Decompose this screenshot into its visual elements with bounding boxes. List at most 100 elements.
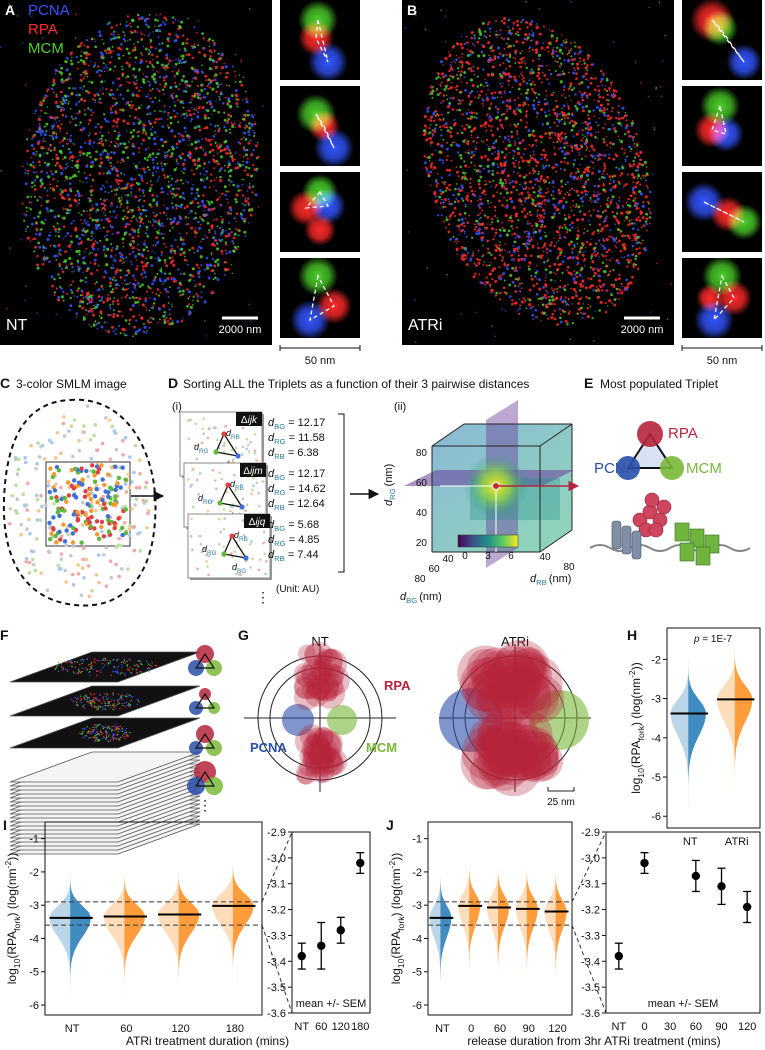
localization [537,213,539,215]
localization [199,146,202,149]
localization [430,116,433,119]
localization [477,214,479,216]
localization [408,231,410,233]
localization [82,71,84,73]
localization [195,107,197,109]
localization [467,152,470,155]
localization [100,157,102,159]
localization [222,102,224,104]
localization [137,231,139,233]
localization [512,162,515,165]
localization [506,200,508,202]
localization [626,202,628,204]
localization [529,197,531,199]
localization [558,189,561,192]
localization [540,177,542,179]
localization [578,130,580,132]
localization [32,238,34,240]
localization [59,193,62,196]
localization [565,320,568,323]
localization [437,214,439,216]
localization [62,291,64,293]
localization [470,100,473,103]
localization [216,177,218,179]
localization [95,203,98,206]
localization [545,280,547,282]
localization [92,314,95,317]
localization [167,114,169,116]
localization [181,42,184,45]
localization [525,103,527,105]
localization [63,99,66,102]
localization [438,196,441,199]
localization [112,93,115,96]
localization [570,144,571,145]
localization [38,160,41,163]
localization [548,299,551,302]
localization [235,127,237,129]
localization [588,304,590,306]
localization [529,159,532,162]
localization [115,328,117,330]
localization [134,301,137,304]
localization [466,236,468,238]
localization [121,199,123,201]
localization [72,118,74,120]
localization [215,100,217,102]
localization [632,139,634,141]
localization [609,201,612,204]
localization [137,244,139,246]
localization [138,118,140,120]
localization [503,229,506,232]
localization [68,148,70,150]
localization [167,277,170,280]
localization [497,156,500,159]
localization [462,100,464,102]
localization [449,75,452,78]
localization [168,308,170,310]
localization [187,53,190,56]
localization [88,291,90,293]
localization [115,255,116,256]
localization [522,80,525,83]
localization [151,54,154,57]
localization [59,130,61,132]
localization [497,220,500,223]
localization [244,149,247,152]
localization [573,159,575,161]
localization [88,135,90,137]
localization [135,165,138,168]
localization [206,264,209,267]
localization [175,95,178,98]
localization [544,132,547,135]
localization [518,61,521,64]
localization [454,239,456,241]
localization [95,211,97,213]
localization [100,126,103,129]
localization [237,98,240,101]
localization [640,178,642,180]
localization [144,171,147,174]
localization [31,186,33,188]
localization [218,129,221,132]
localization [178,62,180,64]
localization [158,118,160,120]
localization [430,85,432,87]
localization [111,56,113,58]
localization [546,260,548,262]
localization [632,120,634,122]
localization [448,200,450,202]
localization [192,304,194,306]
localization [634,185,637,188]
localization [463,127,466,130]
localization [146,291,148,293]
localization [178,140,181,143]
localization [205,151,207,153]
localization [518,88,521,91]
localization [591,172,594,175]
localization [515,212,518,215]
localization [194,43,196,45]
localization [494,257,497,260]
localization [206,335,208,337]
localization [613,304,616,307]
